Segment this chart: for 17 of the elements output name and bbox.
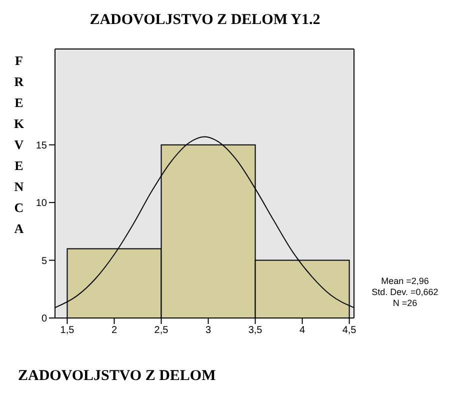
x-tick-label: 4 [300, 325, 306, 336]
x-tick-label: 1,5 [60, 325, 75, 336]
text: FREKVENCA [14, 53, 24, 236]
x-tick-label: 2,5 [154, 325, 169, 336]
chart-title: ZADOVOLJSTVO Z DELOM Y1.2 [88, 12, 322, 29]
y-tick-label: 15 [36, 140, 48, 152]
text: N =26 [392, 298, 418, 309]
x-tick-label: 3,5 [248, 325, 263, 336]
x-axis-title: ZADOVOLJSTVO Z DELOM [18, 368, 216, 385]
y-tick-label: 5 [41, 256, 48, 267]
x-tick-label: 2 [111, 325, 118, 336]
x-tick-label: 4,5 [342, 325, 357, 336]
text: Std. Dev. =0,662 [370, 287, 440, 298]
y-tick-label: 0 [41, 314, 48, 325]
y-tick-label: 10 [36, 198, 48, 210]
x-tick-label: 3 [205, 325, 212, 336]
text: Mean =2,96 [380, 276, 430, 287]
